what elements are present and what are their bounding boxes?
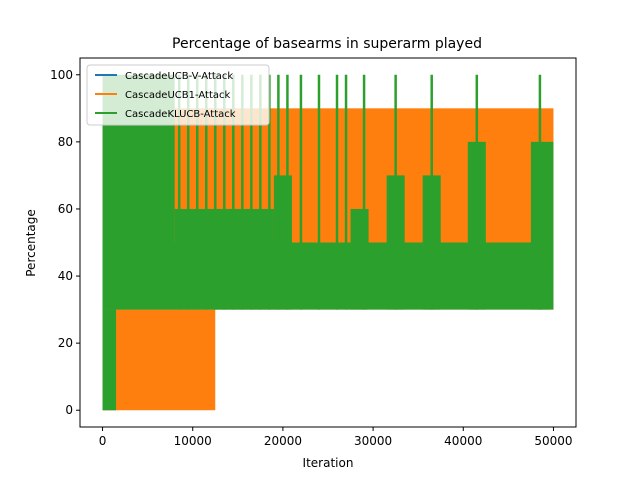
y-tick-label-4: 80 [58, 135, 73, 149]
y-axis-label: Percentage [24, 209, 38, 277]
x-tick-label-5: 50000 [534, 434, 572, 448]
series-2-segment-1 [273, 175, 292, 310]
x-axis: 0 10000 20000 30000 40000 50000 [99, 427, 573, 448]
x-tick-label-1: 10000 [174, 434, 212, 448]
y-tick-label-2: 40 [58, 269, 73, 283]
y-tick-label-0: 0 [65, 403, 73, 417]
legend: CascadeUCB-V-Attack CascadeUCB1-Attack Cas… [86, 64, 270, 126]
series-2-band-0 [102, 309, 117, 411]
x-tick-label-2: 20000 [264, 434, 302, 448]
y-tick-label-1: 20 [58, 336, 73, 350]
x-tick-label-0: 0 [99, 434, 107, 448]
series-2-segment-7 [548, 141, 554, 277]
plot-frame [79, 57, 577, 428]
legend-label-1: CascadeUCB1-Attack [125, 90, 230, 101]
legend-box [86, 64, 270, 126]
x-tick-label-4: 40000 [444, 434, 482, 448]
y-tick-label-3: 60 [58, 202, 73, 216]
x-axis-label: Iteration [303, 456, 354, 470]
y-axis: 0 20 40 60 80 100 [50, 68, 80, 417]
x-tick-label-3: 30000 [354, 434, 392, 448]
legend-label-0: CascadeUCB-V-Attack [125, 71, 233, 82]
legend-label-2: CascadeKLUCB-Attack [125, 109, 236, 120]
series-2-segment-2 [350, 208, 369, 310]
series-1-band-0 [102, 309, 216, 411]
chart-title: Percentage of basearms in superarm playe… [172, 36, 482, 52]
y-tick-label-5: 100 [50, 68, 73, 82]
